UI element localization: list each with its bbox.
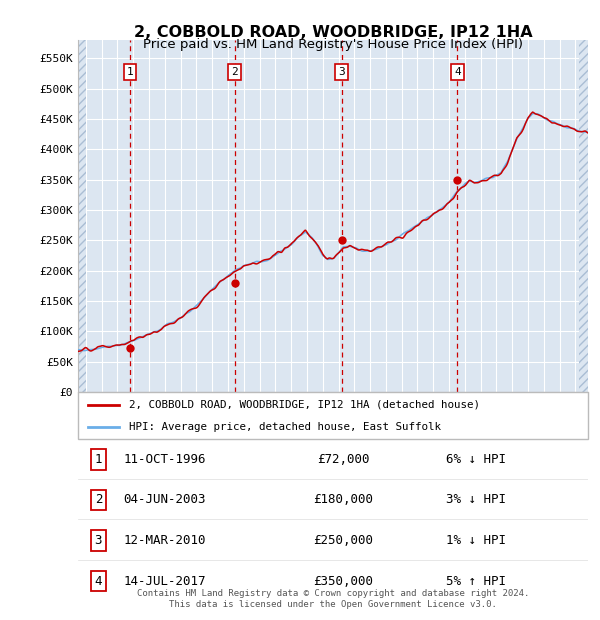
Text: 2: 2 (95, 494, 102, 507)
Text: 6% ↓ HPI: 6% ↓ HPI (446, 453, 506, 466)
Text: Contains HM Land Registry data © Crown copyright and database right 2024.
This d: Contains HM Land Registry data © Crown c… (137, 590, 529, 609)
Text: £72,000: £72,000 (317, 453, 370, 466)
Text: 2, COBBOLD ROAD, WOODBRIDGE, IP12 1HA: 2, COBBOLD ROAD, WOODBRIDGE, IP12 1HA (134, 25, 532, 40)
Text: 12-MAR-2010: 12-MAR-2010 (124, 534, 206, 547)
Text: Price paid vs. HM Land Registry's House Price Index (HPI): Price paid vs. HM Land Registry's House … (143, 38, 523, 51)
Text: 14-JUL-2017: 14-JUL-2017 (124, 575, 206, 588)
Text: HPI: Average price, detached house, East Suffolk: HPI: Average price, detached house, East… (129, 422, 441, 432)
Text: 1: 1 (127, 67, 133, 77)
Text: 1: 1 (95, 453, 102, 466)
Text: 4: 4 (454, 67, 461, 77)
Text: 3: 3 (338, 67, 345, 77)
Text: 2: 2 (231, 67, 238, 77)
Bar (78, 40, 86, 392)
Text: £180,000: £180,000 (313, 494, 373, 507)
Text: 3% ↓ HPI: 3% ↓ HPI (446, 494, 506, 507)
Text: 1% ↓ HPI: 1% ↓ HPI (446, 534, 506, 547)
Text: 4: 4 (95, 575, 102, 588)
Text: 04-JUN-2003: 04-JUN-2003 (124, 494, 206, 507)
Text: 5% ↑ HPI: 5% ↑ HPI (446, 575, 506, 588)
Text: 3: 3 (95, 534, 102, 547)
Text: 11-OCT-1996: 11-OCT-1996 (124, 453, 206, 466)
Text: £350,000: £350,000 (313, 575, 373, 588)
Text: £250,000: £250,000 (313, 534, 373, 547)
Bar (578, 40, 588, 392)
Text: 2, COBBOLD ROAD, WOODBRIDGE, IP12 1HA (detached house): 2, COBBOLD ROAD, WOODBRIDGE, IP12 1HA (d… (129, 400, 480, 410)
